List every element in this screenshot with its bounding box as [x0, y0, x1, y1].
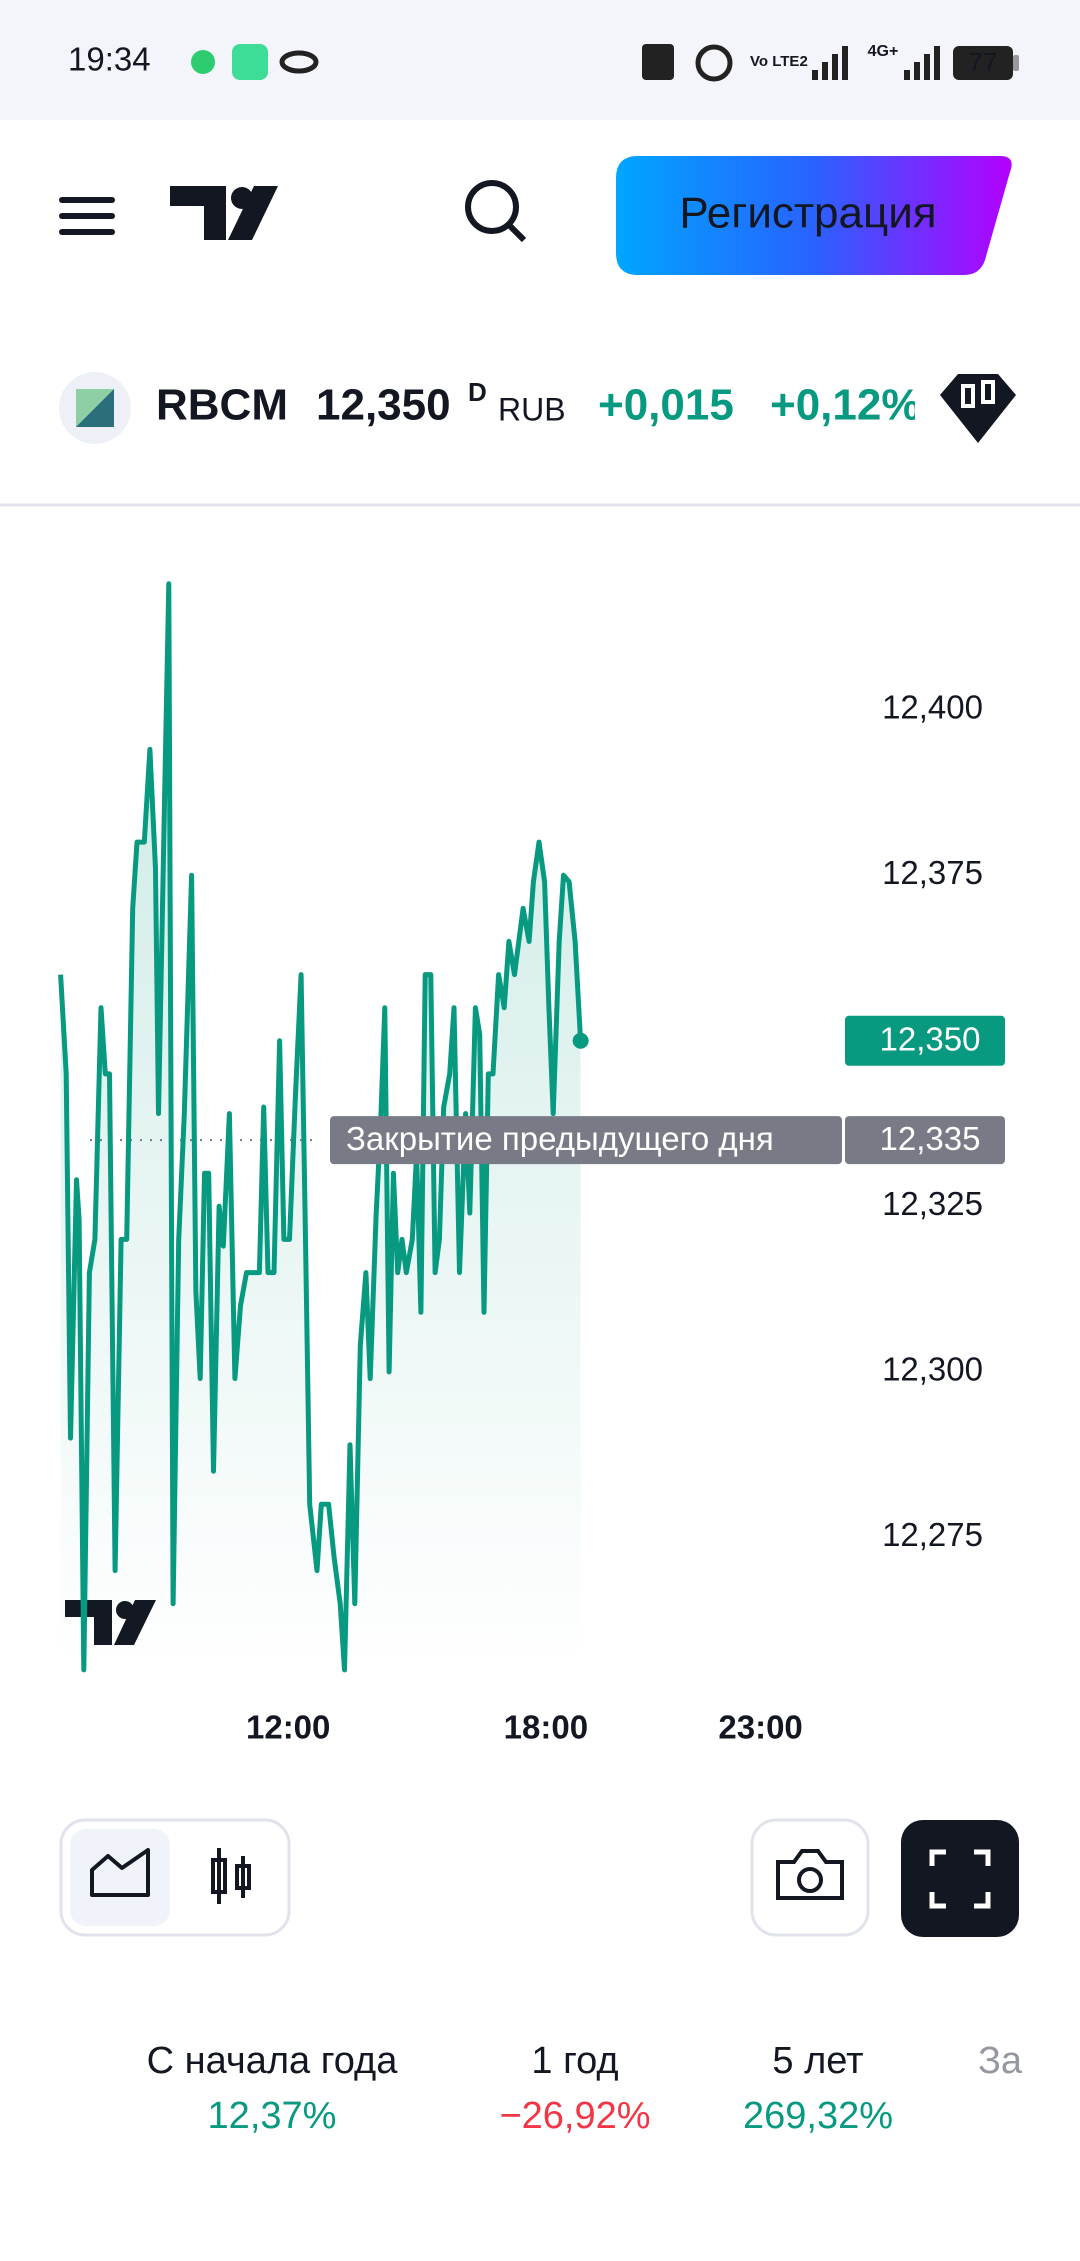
menu-button[interactable]: [59, 197, 115, 235]
battery-level: 77: [969, 47, 998, 77]
status-bar: [0, 0, 1080, 120]
chart: 12,275 12,300 12,325 12,375 12,400 12:00 18:00…: [58, 581, 1005, 1746]
performance: С начала года 12,37% 1 год −26,92% 5 лет 269,…: [147, 2040, 1023, 2137]
logo[interactable]: [170, 186, 278, 240]
x-tick-label: 18:00: [504, 1709, 588, 1746]
change: +0,015: [598, 381, 734, 430]
last-point: [572, 1032, 589, 1049]
network-text: 4G+: [868, 43, 899, 60]
register-text: Регистрация: [679, 189, 936, 238]
snapshot-button[interactable]: [750, 1818, 870, 1937]
performance-label: 5 лет: [772, 2040, 863, 2082]
y-tick-label: 12,325: [882, 1185, 983, 1222]
nfc-icon: [642, 44, 674, 80]
y-tick-label: 12,300: [882, 1351, 983, 1388]
search-button[interactable]: [465, 180, 527, 243]
performance-value: 269,32%: [743, 2095, 893, 2137]
prev-close-label-box: [330, 1116, 842, 1165]
battery-icon: [953, 46, 1013, 80]
performance-label: 1 год: [531, 2040, 618, 2082]
candle-chart-button[interactable]: [211, 1848, 251, 1904]
area-chart-button[interactable]: [70, 1829, 170, 1926]
price-line: [58, 581, 584, 1673]
prev-close-price: 12,335: [880, 1120, 981, 1157]
premium-icon[interactable]: [940, 374, 1016, 443]
y-tick-label: 12,275: [882, 1516, 983, 1553]
register-button[interactable]: [616, 156, 1012, 275]
y-tick-label: 12,400: [882, 688, 983, 725]
fullscreen-icon: [929, 1849, 991, 1909]
signal-icon: [812, 46, 940, 80]
status-icon: [232, 44, 268, 80]
x-tick-label: 12:00: [246, 1709, 330, 1746]
price: 12,350: [316, 381, 451, 430]
performance-value: −26,92%: [499, 2095, 650, 2137]
y-tick-label: 12,375: [882, 854, 983, 891]
currency: RUB: [498, 391, 566, 427]
camera-icon: [776, 1849, 844, 1900]
premium-icon: [961, 380, 995, 408]
last-price-box: [845, 1015, 1005, 1066]
alarm-icon: [695, 44, 733, 82]
battery-tip: [1013, 55, 1019, 71]
symbol: RBCM: [156, 381, 288, 430]
status-icon: [279, 50, 319, 74]
price-flag: D: [468, 377, 487, 407]
change-percent: +0,12%: [770, 381, 920, 430]
status-icon: [191, 50, 215, 74]
performance-label: За: [978, 2040, 1023, 2082]
prev-close-text: Закрытие предыдущего дня: [346, 1120, 774, 1157]
symbol-icon: [76, 389, 114, 427]
x-tick-label: 23:00: [718, 1709, 802, 1746]
fullscreen-button[interactable]: [901, 1820, 1019, 1937]
volte-text: Vo LTE2: [750, 53, 808, 70]
performance-value: 12,37%: [208, 2095, 337, 2137]
area-fill: [60, 583, 581, 1670]
status-time: 19:34: [68, 41, 151, 78]
last-price-label: 12,350: [880, 1020, 981, 1057]
area-chart-icon: [90, 1848, 150, 1897]
performance-label: С начала года: [147, 2040, 399, 2082]
prev-close-price-box: [845, 1116, 1005, 1165]
